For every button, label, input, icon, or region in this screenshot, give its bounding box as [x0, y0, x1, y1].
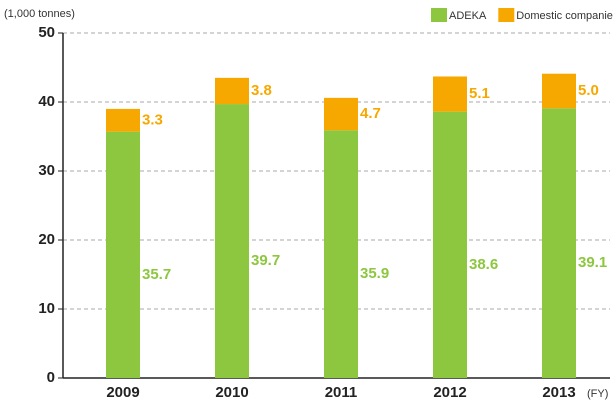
legend-label: ADEKA [449, 10, 487, 22]
bar-segment [542, 73, 576, 109]
y-tick-label: 50 [38, 24, 55, 41]
bar-segment [215, 104, 249, 378]
x-tick-label: 2010 [215, 384, 248, 401]
bar-segment [106, 108, 140, 132]
y-tick-label: 0 [47, 369, 55, 386]
legend-label: Domestic companies [516, 10, 613, 22]
y-axis-label: (1,000 tonnes) [4, 8, 75, 20]
data-label: 3.8 [251, 82, 272, 99]
y-tick-label: 30 [38, 162, 55, 179]
data-label: 35.7 [142, 266, 171, 283]
x-tick-label: 2012 [433, 384, 466, 401]
x-tick-label: 2009 [106, 384, 139, 401]
bar-segment [324, 130, 358, 378]
y-tick-label: 40 [38, 93, 55, 110]
y-tick-label: 10 [38, 300, 55, 317]
legend-swatch [498, 8, 515, 22]
bar-segment [324, 97, 358, 131]
data-label: 35.9 [360, 265, 389, 282]
data-label: 4.7 [360, 105, 381, 122]
legend-swatch [431, 8, 447, 22]
data-label: 39.7 [251, 252, 280, 269]
x-axis-label: (FY) [587, 388, 608, 400]
x-tick-label: 2011 [325, 384, 358, 401]
bar-segment [542, 108, 576, 379]
data-label: 39.1 [578, 254, 607, 271]
data-label: 38.6 [469, 256, 498, 273]
x-tick-label: 2013 [542, 384, 575, 401]
bar-segment [433, 76, 467, 112]
data-label: 5.1 [469, 85, 490, 102]
data-label: 3.3 [142, 111, 163, 128]
bar-segment [106, 131, 140, 378]
bar-segment [433, 111, 467, 378]
y-tick-label: 20 [38, 231, 55, 248]
data-label: 5.0 [578, 82, 599, 99]
bar-segment [215, 77, 249, 105]
